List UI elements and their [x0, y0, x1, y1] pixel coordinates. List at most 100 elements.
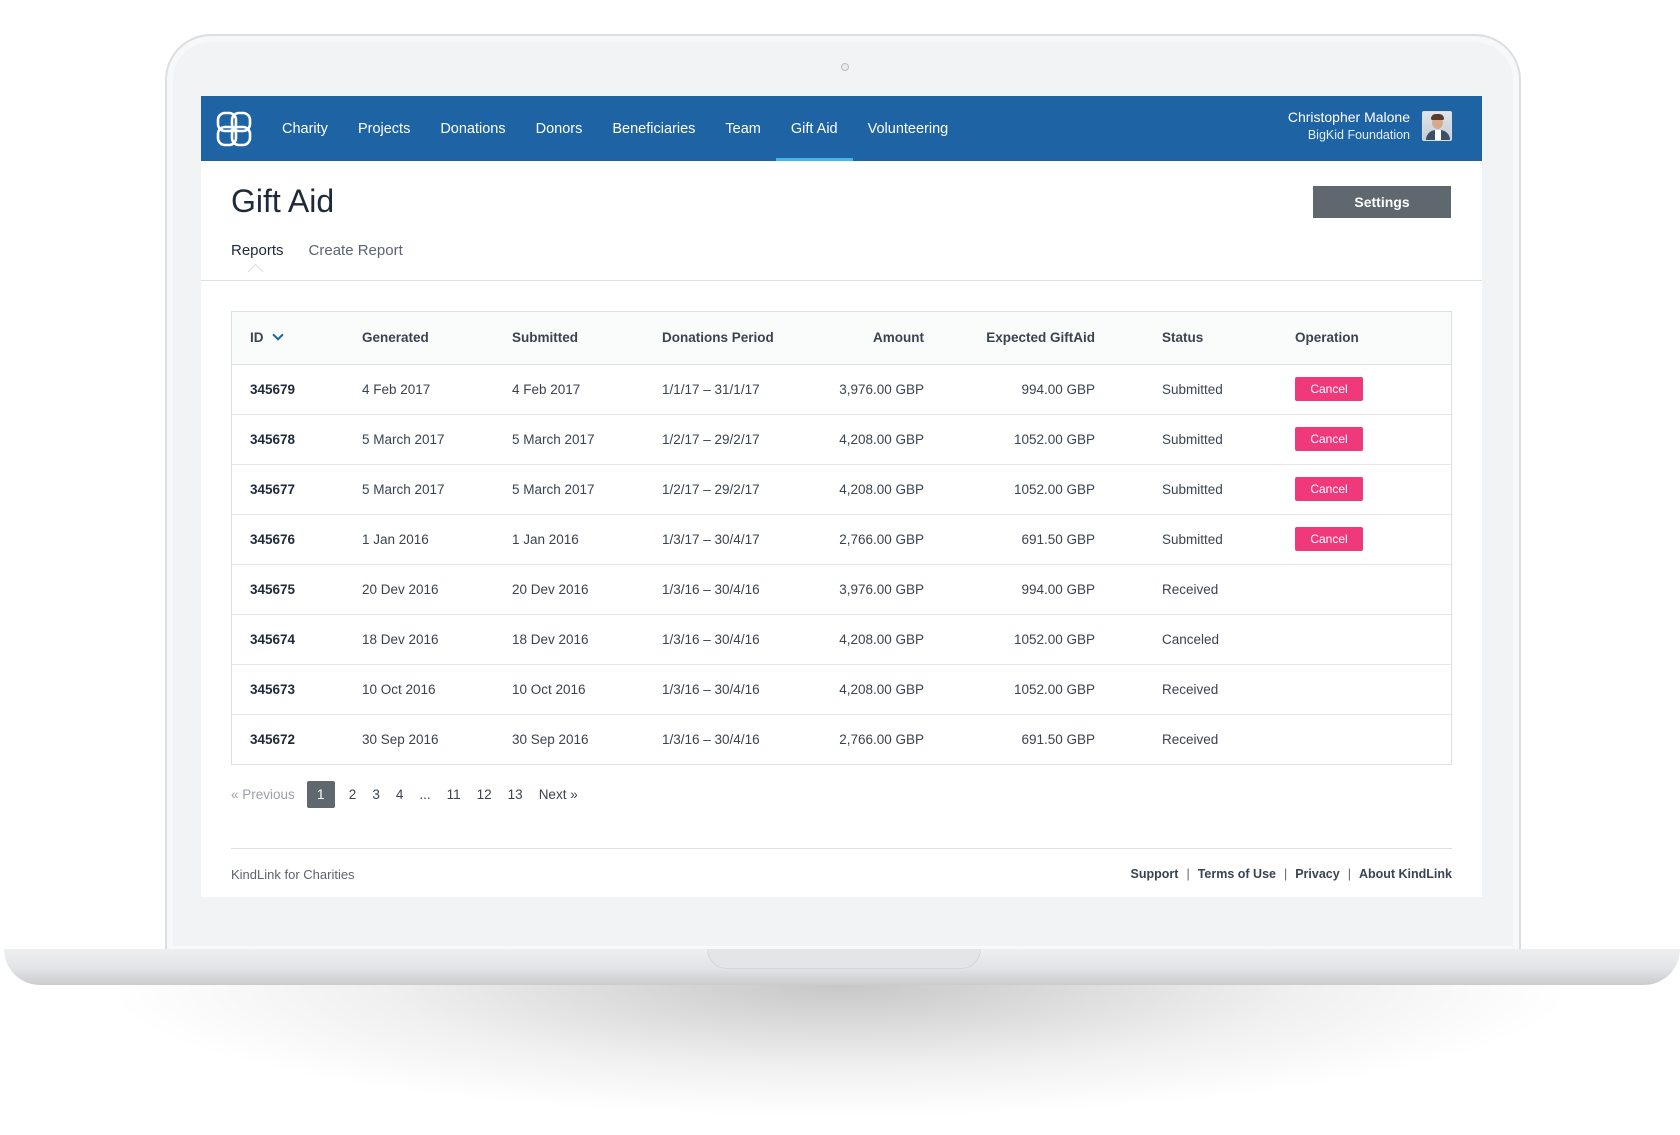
cell-amount: 4,208.00 GBP — [812, 614, 924, 665]
column-header-expected-giftaid: Expected GiftAid — [924, 312, 1095, 365]
nav-item-projects[interactable]: Projects — [357, 120, 411, 137]
cell-amount: 4,208.00 GBP — [812, 414, 924, 465]
cell-operation: Cancel — [1295, 464, 1451, 515]
footer-link-support[interactable]: Support — [1130, 867, 1179, 881]
footer-link-privacy[interactable]: Privacy — [1295, 867, 1340, 881]
cell-donations-period: 1/2/17 – 29/2/17 — [662, 464, 812, 515]
cell-amount: 3,976.00 GBP — [812, 364, 924, 415]
cell-donations-period: 1/3/16 – 30/4/16 — [662, 564, 812, 615]
table-row: 345676 1 Jan 2016 1 Jan 2016 1/3/17 – 30/4/… — [232, 514, 1451, 565]
footer-separator: | — [1186, 867, 1190, 881]
kindlink-logo-icon[interactable] — [215, 110, 253, 148]
cell-expected-giftaid: 994.00 GBP — [924, 364, 1095, 415]
cell-donations-period: 1/1/17 – 31/1/17 — [662, 364, 812, 415]
next-page-link[interactable]: Next » — [538, 787, 578, 802]
cell-amount: 2,766.00 GBP — [839, 731, 924, 747]
cell-generated: 30 Sep 2016 — [362, 731, 439, 747]
cell-amount: 4,208.00 GBP — [812, 464, 924, 515]
page-title: Gift Aid — [231, 183, 335, 219]
cell-submitted: 5 March 2017 — [512, 414, 662, 465]
cancel-button[interactable]: Cancel — [1295, 527, 1363, 551]
nav-item-volunteering[interactable]: Volunteering — [867, 120, 949, 137]
cell-donations-period: 1/3/16 – 30/4/16 — [662, 664, 812, 715]
footer-links: Support | Terms of Use | Privacy | About KindL… — [1131, 867, 1452, 881]
nav-item-gift-aid[interactable]: Gift Aid — [775, 96, 853, 161]
user-organization: BigKid Foundation — [1307, 128, 1410, 142]
cell-amount: 3,976.00 GBP — [812, 564, 924, 615]
page-link-13[interactable]: 13 — [507, 787, 523, 802]
table-row: 345677 5 March 2017 5 March 2017 1/2/17 – 2… — [232, 464, 1451, 515]
avatar[interactable] — [1422, 111, 1452, 141]
cell-status: Submitted — [1095, 464, 1295, 515]
cancel-button[interactable]: Cancel — [1295, 427, 1363, 451]
user-name: Christopher Malone — [1287, 109, 1410, 125]
cell-donations-period: 1/3/16 – 30/4/16 — [662, 614, 812, 665]
column-header-donations-period: Donations Period — [662, 312, 812, 365]
cell-status: Submitted — [1095, 414, 1295, 465]
sort-descending-icon[interactable] — [271, 329, 284, 341]
pagination-ellipsis: ... — [419, 787, 431, 802]
nav-menu: Charity Projects Donations Donors Beneficiar… — [267, 96, 963, 161]
tab-create-report[interactable]: Create Report — [308, 242, 403, 259]
cell-expected-giftaid: 1052.00 GBP — [924, 664, 1095, 715]
column-header-id[interactable]: ID — [232, 312, 362, 365]
laptop-shadow — [120, 985, 1560, 1115]
cell-generated: 20 Dev 2016 — [362, 564, 512, 615]
cell-expected-giftaid: 691.50 GBP — [924, 514, 1095, 565]
footer-separator: | — [1347, 867, 1351, 881]
settings-button[interactable]: Settings — [1313, 186, 1451, 218]
cell-status: Canceled — [1095, 614, 1295, 665]
cell-status: Submitted — [1095, 364, 1295, 415]
cell-generated: 1 Jan 2016 — [362, 514, 512, 565]
nav-item-team[interactable]: Team — [725, 120, 761, 137]
footer-separator: | — [1283, 867, 1288, 881]
user-menu[interactable]: Christopher Malone BigKid Foundation — [1288, 108, 1452, 144]
page-link-3[interactable]: 3 — [372, 787, 380, 802]
cell-id: 345676 — [232, 514, 362, 565]
cell-status: Received — [1095, 664, 1295, 715]
nav-item-charity[interactable]: Charity — [282, 120, 328, 137]
cell-generated: 5 March 2017 — [362, 414, 512, 465]
cell-submitted: 1 Jan 2016 — [512, 514, 662, 565]
table-row: 345678 5 March 2017 5 March 2017 1/2/17 – 2… — [232, 414, 1451, 465]
cell-operation — [1295, 664, 1451, 715]
page-link-11[interactable]: 11 — [446, 787, 461, 802]
cancel-button[interactable]: Cancel — [1295, 377, 1363, 401]
cell-donations-period: 1/3/17 – 30/4/17 — [662, 514, 812, 565]
cell-id: 345674 — [232, 614, 362, 665]
footer-link-terms-of-use[interactable]: Terms of Use — [1197, 867, 1276, 881]
table-row: 345674 18 Dev 2016 18 Dev 2016 1/3/16 – 30/… — [232, 614, 1451, 665]
camera-dot — [841, 63, 849, 71]
cell-id: 345678 — [232, 414, 362, 465]
cell-submitted: 20 Dev 2016 — [512, 564, 662, 615]
cell-expected-giftaid: 994.00 GBP — [924, 564, 1095, 615]
column-header-operation: Operation — [1295, 312, 1451, 365]
nav-item-beneficiaries[interactable]: Beneficiaries — [612, 120, 696, 137]
cell-operation: Cancel — [1295, 514, 1451, 565]
page-link-1[interactable]: 1 — [306, 781, 335, 808]
cell-operation — [1295, 714, 1451, 764]
pagination: « Previous 1 2 3 4... 11 12 13 Next » — [231, 781, 594, 808]
page-link-4[interactable]: 4 — [395, 787, 404, 802]
cell-id: 345672 — [250, 731, 296, 747]
nav-item-donations[interactable]: Donations — [440, 120, 506, 137]
reports-table: ID Generated Submitted Donations Period … — [231, 311, 1452, 765]
cell-expected-giftaid: 691.50 GBP — [1021, 731, 1095, 747]
cell-operation: Cancel — [1295, 364, 1451, 415]
cell-donations-period: 1/3/16 – 30/4/16 — [662, 731, 760, 747]
column-header-amount: Amount — [812, 312, 924, 365]
column-header-submitted: Submitted — [512, 312, 662, 365]
cancel-button[interactable]: Cancel — [1295, 477, 1363, 501]
page-link-12[interactable]: 12 — [476, 787, 492, 802]
table-row: 345672 30 Sep 2016 30 Sep 2016 1/3/16 – 30/… — [232, 714, 1451, 764]
table-row: 345675 20 Dev 2016 20 Dev 2016 1/3/16 – 30/… — [232, 564, 1451, 615]
nav-item-donors[interactable]: Donors — [535, 120, 583, 137]
page-link-2[interactable]: 2 — [348, 787, 357, 802]
cell-expected-giftaid: 1052.00 GBP — [924, 614, 1095, 665]
footer-link-about-kindlink[interactable]: About KindLink — [1358, 867, 1452, 881]
cell-id: 345679 — [232, 364, 362, 415]
cell-status: Received — [1095, 564, 1295, 615]
column-header-generated: Generated — [362, 312, 512, 365]
cell-amount: 2,766.00 GBP — [812, 514, 924, 565]
tab-reports[interactable]: Reports — [231, 242, 284, 259]
